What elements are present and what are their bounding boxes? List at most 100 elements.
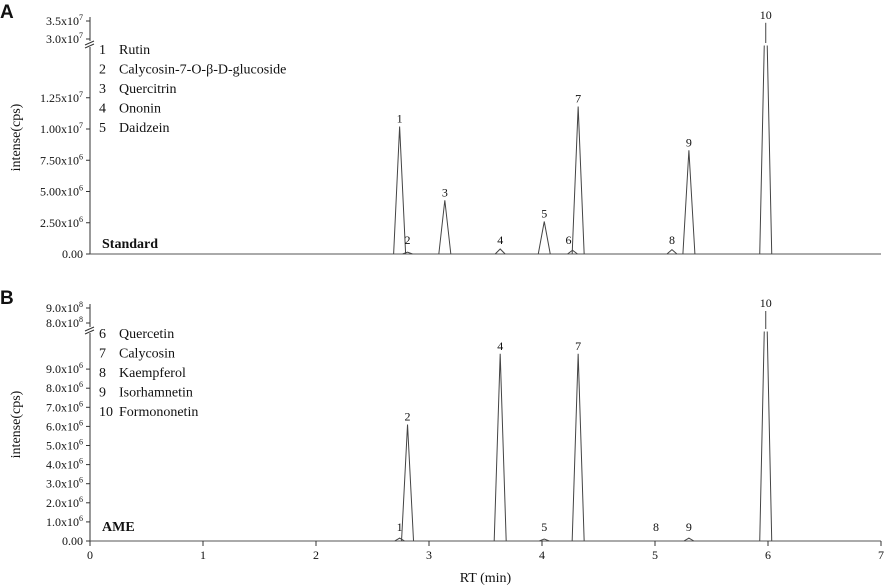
legend-number: 8 — [99, 366, 106, 381]
peak-trace — [666, 248, 678, 255]
y-tick-label: 0.00 — [62, 247, 83, 261]
x-tick-label: 7 — [878, 548, 884, 562]
peak-trace — [766, 331, 773, 542]
y-tick-label: 5.0x106 — [46, 438, 83, 453]
y-tick-label: 9.0x106 — [46, 361, 83, 376]
peak-label: 6 — [566, 233, 572, 247]
y-tick-mantissa: 6.0x10 — [46, 419, 79, 433]
y-tick-mantissa: 4.0x10 — [46, 458, 79, 472]
x-tick-label: 6 — [765, 548, 771, 562]
y-tick-label: 1.25x107 — [40, 90, 83, 105]
peak-label: 10 — [760, 8, 772, 22]
peak-trace — [393, 126, 407, 255]
y-tick-exponent: 8 — [79, 315, 83, 324]
x-axis-label: RT (min) — [460, 571, 512, 586]
y-tick-exponent: 7 — [79, 31, 83, 40]
y-tick-label: 1.00x107 — [40, 121, 83, 136]
axis-break-mark — [84, 326, 95, 332]
y-tick-label: 6.0x106 — [46, 418, 83, 433]
y-tick-label: 1.0x106 — [46, 514, 83, 529]
y-tick-exponent: 6 — [79, 457, 83, 466]
sample-label: Standard — [102, 237, 158, 252]
y-tick-label: 2.0x106 — [46, 495, 83, 510]
y-tick-label: 2.50x106 — [40, 215, 83, 230]
y-tick-label: 3.0x106 — [46, 476, 83, 491]
legend-name: Daidzein — [119, 121, 170, 136]
legend-number: 3 — [99, 82, 106, 97]
y-tick-mantissa: 1.00x10 — [40, 122, 79, 136]
y-tick-mantissa: 5.0x10 — [46, 439, 79, 453]
peak-trace — [759, 45, 765, 255]
y-tick-mantissa: 9.0x10 — [46, 301, 79, 315]
legend-name: Kaempferol — [119, 366, 186, 381]
peak-label: 9 — [686, 135, 692, 149]
legend-number: 6 — [99, 327, 106, 342]
peak-label: 7 — [575, 92, 581, 106]
peak-label: 2 — [405, 233, 411, 247]
legend-number: 2 — [99, 63, 106, 78]
x-tick-label: 3 — [426, 548, 432, 562]
y-tick-exponent: 6 — [79, 476, 83, 485]
peak-trace — [571, 106, 585, 255]
legend-name: Formononetin — [119, 405, 198, 420]
peak-trace — [438, 200, 452, 255]
x-tick-label: 0 — [87, 548, 93, 562]
peak-label: 9 — [686, 520, 692, 534]
legend-number: 5 — [99, 121, 106, 136]
y-tick-exponent: 6 — [79, 380, 83, 389]
y-tick-exponent: 6 — [79, 361, 83, 370]
y-tick-exponent: 6 — [79, 152, 83, 161]
y-tick-mantissa: 0.00 — [62, 247, 83, 261]
legend-name: Rutin — [119, 43, 150, 58]
peak-label: 5 — [541, 520, 547, 534]
peak-label: 2 — [405, 409, 411, 423]
legend-number: 9 — [99, 386, 106, 401]
y-tick-label: 8.0x106 — [46, 380, 83, 395]
y-tick-mantissa: 1.25x10 — [40, 91, 79, 105]
peak-label: 4 — [497, 339, 503, 353]
peak-label: 5 — [541, 207, 547, 221]
y-tick-mantissa: 3.0x10 — [46, 32, 79, 46]
y-tick-exponent: 6 — [79, 495, 83, 504]
peak-trace — [402, 251, 413, 255]
y-tick-label: 8.0x108 — [46, 315, 83, 330]
y-tick-exponent: 6 — [79, 418, 83, 427]
axis-break-mark — [84, 40, 95, 46]
peak-trace — [683, 537, 695, 542]
peak-label: 1 — [397, 520, 403, 534]
y-tick-label: 4.0x106 — [46, 457, 83, 472]
y-tick-label: 7.50x106 — [40, 152, 83, 167]
y-tick-label: 0.00 — [62, 534, 83, 548]
legend-name: Quercetin — [119, 327, 174, 342]
y-tick-mantissa: 9.0x10 — [46, 362, 79, 376]
y-tick-mantissa: 1.0x10 — [46, 515, 79, 529]
legend-number: 7 — [99, 347, 106, 362]
y-tick-mantissa: 0.00 — [62, 534, 83, 548]
x-tick-label: 5 — [652, 548, 658, 562]
y-tick-mantissa: 2.50x10 — [40, 216, 79, 230]
panel-letter: B — [0, 288, 14, 309]
legend-number: 4 — [99, 102, 106, 117]
legend-name: Ononin — [119, 102, 161, 117]
y-tick-exponent: 7 — [79, 90, 83, 99]
peak-label: 8 — [669, 233, 675, 247]
y-axis-label: intense(cps) — [9, 390, 24, 458]
y-tick-exponent: 7 — [79, 121, 83, 130]
y-axis-label: intense(cps) — [9, 103, 24, 171]
y-tick-exponent: 7 — [79, 13, 83, 22]
y-tick-mantissa: 2.0x10 — [46, 496, 79, 510]
legend-name: Calycosin-7-O-β-D-glucoside — [119, 63, 286, 78]
legend-number: 1 — [99, 43, 106, 58]
x-axis: 0 1 2 3 4 5 6 7 RT (min) — [87, 541, 884, 586]
legend-name: Quercitrin — [119, 82, 177, 97]
y-tick-mantissa: 8.0x10 — [46, 316, 79, 330]
y-tick-mantissa: 7.0x10 — [46, 400, 79, 414]
peak-trace — [394, 537, 405, 542]
legend-number: 10 — [99, 405, 113, 420]
y-tick-label: 3.0x107 — [46, 31, 83, 46]
y-tick-label: 3.5x107 — [46, 13, 83, 28]
peak-label: 10 — [760, 296, 772, 310]
axis-break-mark — [84, 329, 95, 335]
y-tick-label: 9.0x108 — [46, 300, 83, 315]
